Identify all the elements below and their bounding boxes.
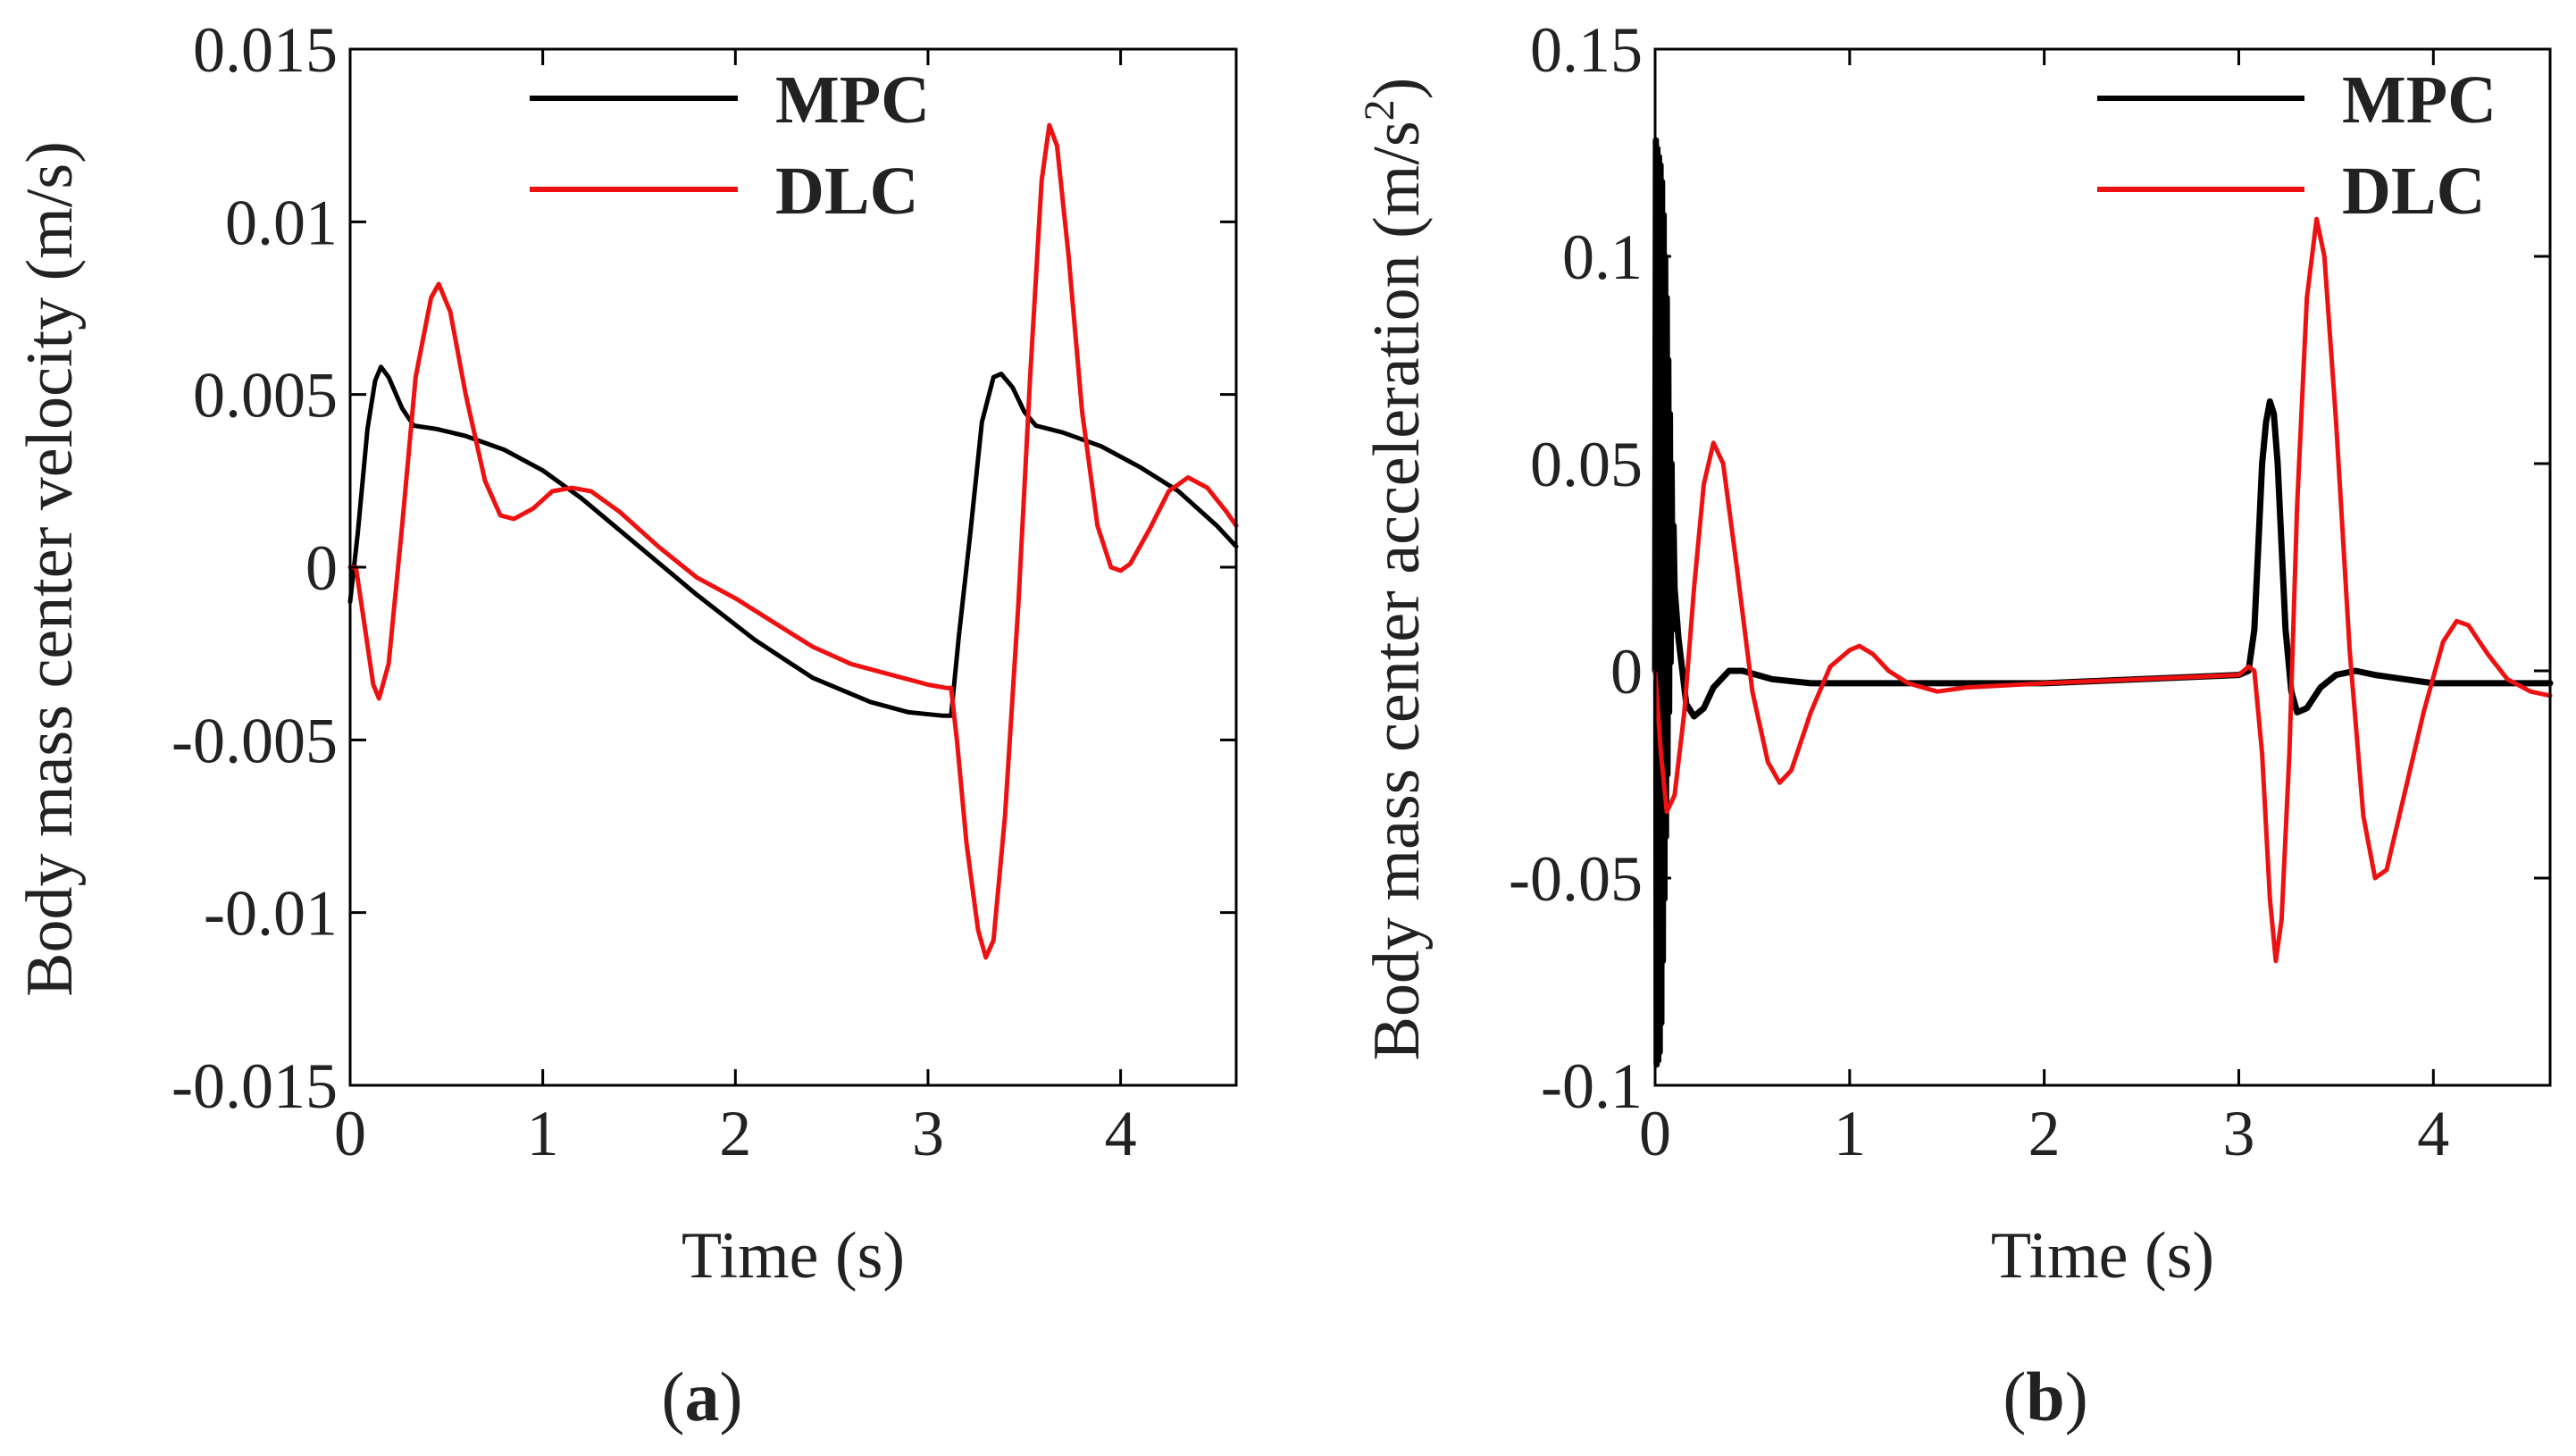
chart-b-legend: MPC DLC <box>2097 63 2497 229</box>
chart-a-ytick-label: 0.01 <box>225 187 338 258</box>
chart-b-series-mpc <box>1652 137 2554 1068</box>
chart-a-y-tick-labels: 0.015 0.01 0.005 0 -0.005 -0.01 -0.015 <box>171 14 338 1122</box>
chart-b-caption: (b) <box>2003 1358 2087 1435</box>
chart-b-ylabel-sup: 2 <box>1356 99 1403 121</box>
chart-a-xtick-label: 3 <box>912 1098 944 1169</box>
chart-a-caption: (a) <box>662 1358 743 1435</box>
chart-a-ytick-label: -0.015 <box>171 1050 338 1122</box>
chart-b-legend-label-mpc: MPC <box>2342 63 2497 138</box>
chart-b-xtick-label: 3 <box>2222 1098 2254 1169</box>
chart-b-xtick-label: 0 <box>1639 1098 1671 1169</box>
chart-a-ytick-label: 0.015 <box>193 14 338 86</box>
chart-b-ytick-label: -0.05 <box>1509 843 1643 915</box>
chart-b-xtick-label: 1 <box>1834 1098 1866 1169</box>
chart-b-ylabel: Body mass center acceleration (m/s2) <box>1356 78 1434 1061</box>
chart-b-ytick-label: 0 <box>1610 636 1643 707</box>
chart-b-ylabel-main: Body mass center acceleration (m/s <box>1360 121 1434 1060</box>
chart-a-series-dlc <box>347 122 1239 960</box>
chart-b-ytick-label: 0.1 <box>1562 222 1643 293</box>
chart-b-ytick-label: -0.1 <box>1541 1050 1643 1122</box>
chart-b-ytick-label: 0.05 <box>1530 429 1643 500</box>
chart-b-series-dlc <box>1652 216 2553 964</box>
chart-b-ylabel-close: ) <box>1360 78 1434 100</box>
chart-a-ytick-label: -0.005 <box>171 705 338 776</box>
chart-b-ytick-label: 0.15 <box>1530 14 1643 86</box>
chart-b-x-tick-labels: 0 1 2 3 4 <box>1639 1098 2449 1169</box>
chart-a-xtick-label: 2 <box>719 1098 751 1169</box>
chart-panel-a: 0.015 0.01 0.005 0 -0.005 -0.01 -0.015 0 1 2 3 4 B… <box>13 14 1239 1435</box>
chart-a-ytick-label: 0 <box>305 532 338 604</box>
chart-b-xtick-label: 4 <box>2417 1098 2449 1169</box>
chart-a-xtick-label: 4 <box>1105 1098 1137 1169</box>
chart-a-legend-label-mpc: MPC <box>775 63 930 138</box>
chart-a-ytick-label: -0.01 <box>204 878 338 950</box>
chart-a-xlabel: Time (s) <box>682 1219 905 1293</box>
chart-a-series-mpc <box>347 364 1239 718</box>
chart-b-ticks <box>1653 47 2550 1087</box>
chart-a-legend-label-dlc: DLC <box>775 154 918 229</box>
chart-b-xlabel: Time (s) <box>1991 1219 2214 1293</box>
chart-b-marks <box>1652 137 2554 1068</box>
chart-a-legend: MPC DLC <box>530 63 930 229</box>
chart-a-xtick-label: 0 <box>334 1098 366 1169</box>
chart-a-ylabel: Body mass center velocity (m/s) <box>13 141 87 997</box>
chart-b-y-tick-labels: 0.15 0.1 0.05 0 -0.05 -0.1 <box>1509 14 1643 1122</box>
chart-panel-b: 0.15 0.1 0.05 0 -0.05 -0.1 0 1 2 3 4 Body mass ce… <box>1356 14 2554 1435</box>
chart-b-plot-frame <box>1653 47 2552 1087</box>
chart-a-xtick-label: 1 <box>527 1098 559 1169</box>
chart-a-ytick-label: 0.005 <box>193 360 338 431</box>
chart-b-legend-label-dlc: DLC <box>2342 154 2485 229</box>
chart-a-ticks <box>348 47 1236 1087</box>
chart-a-x-tick-labels: 0 1 2 3 4 <box>334 1098 1137 1169</box>
chart-b-xtick-label: 2 <box>2028 1098 2061 1169</box>
chart-a-marks <box>347 122 1239 960</box>
